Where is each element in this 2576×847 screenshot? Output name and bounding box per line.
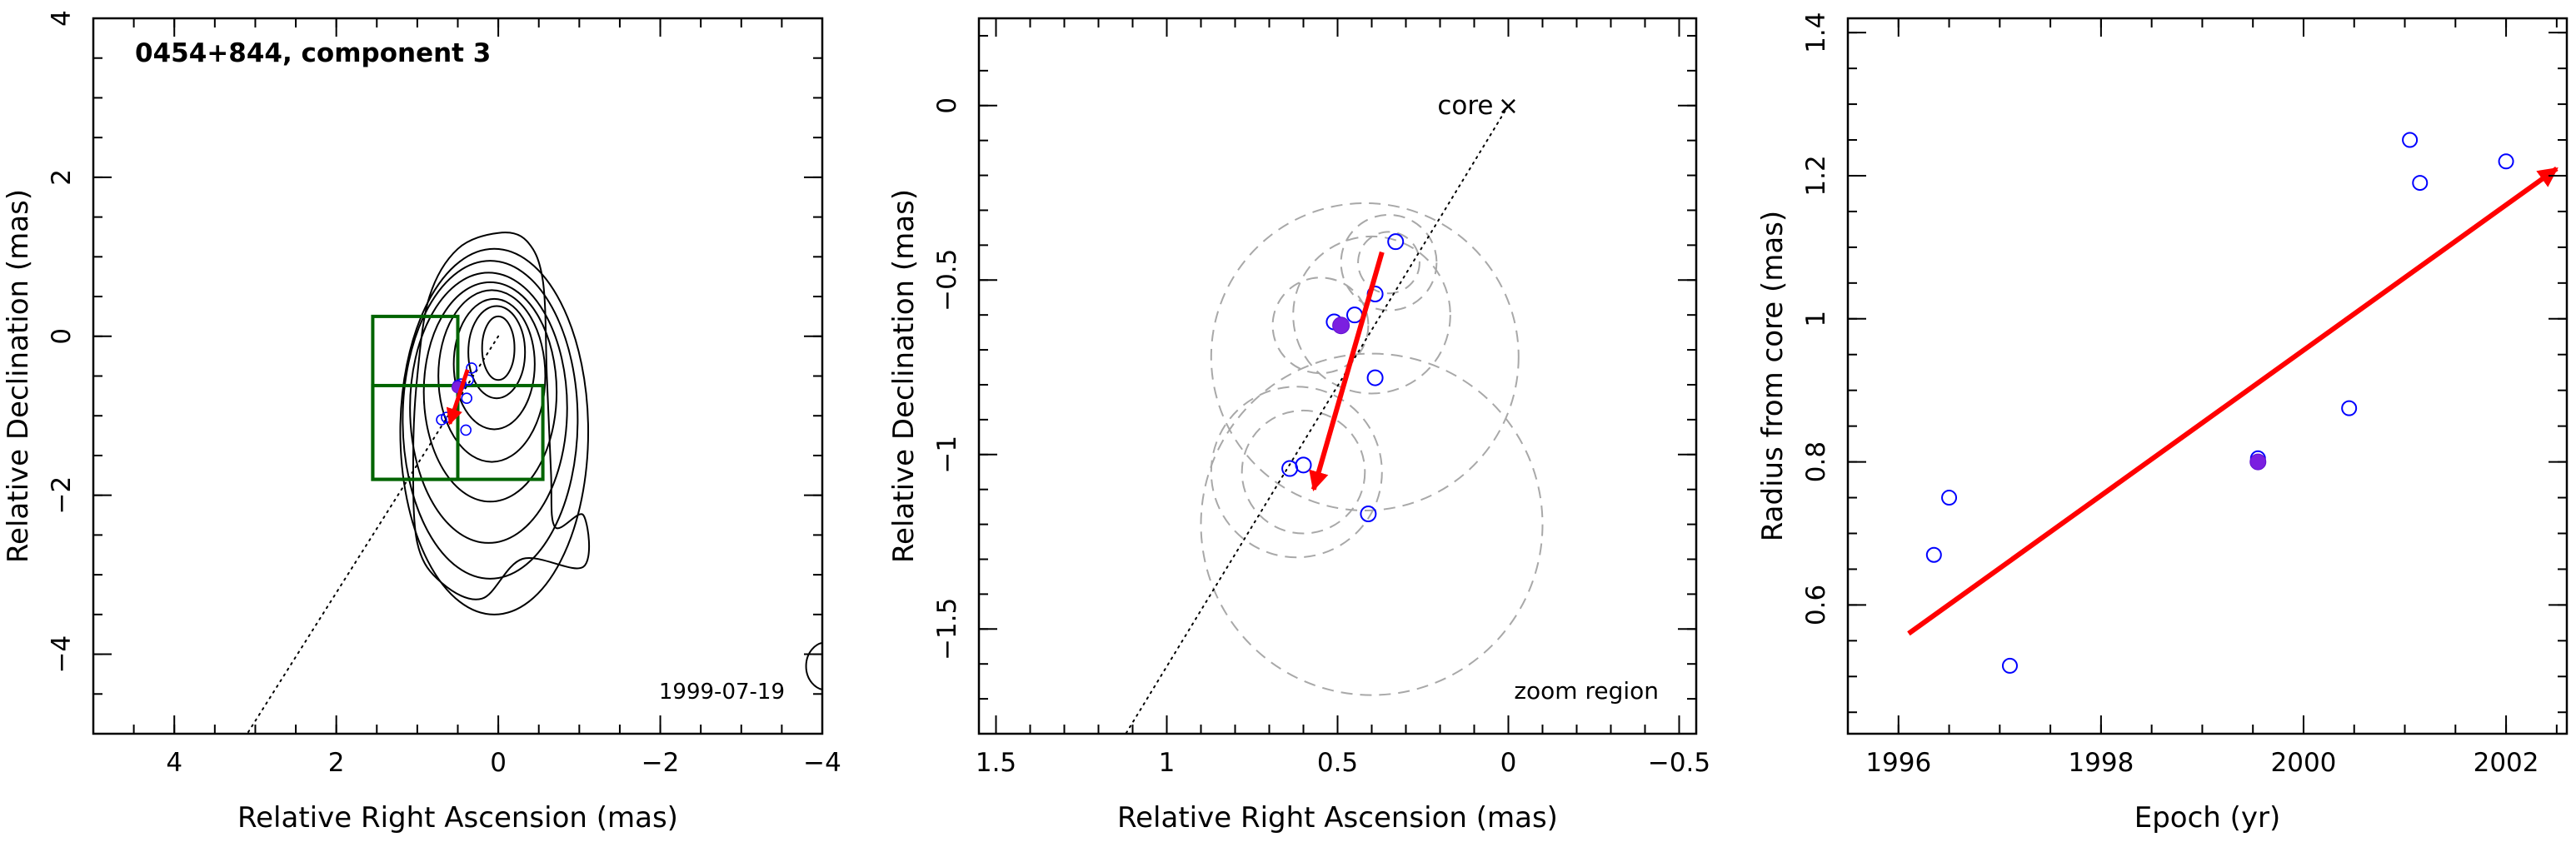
current-epoch-point [2249, 453, 2267, 471]
motion-arrow [1907, 166, 2559, 636]
position-error-circle [1241, 409, 1366, 535]
data-point [1387, 233, 1405, 251]
motion-arrow [446, 369, 470, 426]
contour-line [467, 305, 527, 400]
core-marker: × [1498, 92, 1519, 121]
contour-line [481, 315, 516, 381]
zoom-y-axis-label: Relative Declination (mas) [887, 189, 921, 563]
position-error-circle [1210, 386, 1383, 559]
zoom-ticks [979, 18, 1696, 735]
panel-zoom: 1.5 1 0.5 0 −0.5 0 −0.5 −1 −1.5 core × zoom regi… [887, 17, 1710, 835]
data-point [1281, 460, 1299, 477]
y-tick-label: 2 [47, 169, 77, 186]
jet-axis-line [246, 335, 500, 734]
radius-plot-frame [1846, 17, 2569, 735]
x-tick-label: 0 [1500, 748, 1517, 778]
x-tick-label: −2 [642, 748, 680, 778]
map-y-axis-label: Relative Declination (mas) [2, 189, 35, 563]
map-plot-content [246, 232, 822, 734]
x-tick-label: 1998 [2068, 748, 2134, 778]
x-tick-label: 2 [328, 748, 345, 778]
map-title: 0454+844, component 3 [135, 38, 491, 68]
y-tick-label: −2 [47, 476, 77, 515]
panel-radius: 1996 1998 2000 2002 0.6 0.8 1 1.2 1.4 Epoch (yr)… [1756, 12, 2569, 835]
data-point [2402, 132, 2419, 148]
zoom-tick-labels: 1.5 1 0.5 0 −0.5 0 −0.5 −1 −1.5 [932, 97, 1710, 778]
x-tick-label: −0.5 [1648, 748, 1710, 778]
x-tick-label: −4 [803, 748, 841, 778]
data-point [466, 362, 477, 374]
panel-map: 4 2 0 −2 −4 −4 −2 0 2 4 0454+844, component 3 199… [2, 10, 841, 835]
y-tick-label: 1.4 [1801, 12, 1831, 53]
position-error-circle [1210, 202, 1520, 511]
map-x-axis-label: Relative Right Ascension (mas) [237, 801, 678, 835]
x-tick-label: 1 [1159, 748, 1176, 778]
data-point [1366, 369, 1384, 386]
x-tick-label: 2000 [2271, 748, 2337, 778]
x-tick-label: 1996 [1865, 748, 1931, 778]
data-point [1360, 506, 1377, 523]
data-point [461, 392, 472, 405]
y-tick-label: 0.8 [1801, 441, 1831, 482]
map-tick-labels: 4 2 0 −2 −4 −4 −2 0 2 4 [47, 10, 841, 778]
contour-line [452, 297, 536, 431]
contour-line [402, 260, 579, 580]
y-tick-label: −1.5 [932, 598, 962, 660]
data-point [2412, 175, 2429, 192]
data-point [2341, 400, 2358, 416]
x-tick-label: 2002 [2474, 748, 2539, 778]
data-point [2498, 153, 2514, 170]
y-tick-label: 1 [1801, 311, 1831, 327]
data-point [2001, 657, 2018, 674]
jet-axis-line [1125, 104, 1510, 734]
zoom-x-axis-label: Relative Right Ascension (mas) [1117, 801, 1558, 835]
y-tick-label: −1 [932, 436, 962, 474]
zoom-plot-content [1125, 104, 1544, 734]
motion-arrow [1309, 251, 1385, 491]
position-error-circle [1292, 235, 1451, 395]
y-tick-label: 0.6 [1801, 585, 1831, 625]
radius-ticks [1847, 18, 2567, 734]
contour-line [409, 272, 568, 544]
data-point [1925, 546, 1942, 563]
x-tick-label: 4 [166, 748, 182, 778]
y-tick-label: 1.2 [1801, 155, 1831, 196]
radius-x-axis-label: Epoch (yr) [2134, 801, 2281, 835]
x-tick-label: 0.5 [1317, 748, 1358, 778]
y-tick-label: 0 [932, 97, 962, 114]
outer-contour-line [412, 232, 591, 600]
radius-plot-content [1907, 132, 2559, 674]
y-tick-label: −4 [47, 635, 77, 674]
x-tick-label: 1.5 [976, 748, 1016, 778]
current-epoch-point [1332, 316, 1350, 335]
contour-line [399, 247, 590, 615]
position-error-circle [1357, 231, 1420, 295]
y-tick-label: 4 [47, 10, 77, 27]
zoom-region-annotation: zoom region [1514, 677, 1659, 705]
contour-line [422, 281, 558, 503]
map-ticks [92, 17, 823, 735]
map-epoch-annotation: 1999-07-19 [659, 680, 785, 705]
y-tick-label: −0.5 [932, 249, 962, 311]
position-error-circle [1200, 352, 1544, 696]
radius-tick-labels: 1996 1998 2000 2002 0.6 0.8 1 1.2 1.4 [1801, 12, 2539, 778]
data-point [1941, 490, 1958, 506]
data-point [460, 424, 472, 436]
edge-contour-line [805, 641, 822, 690]
position-error-circle [1340, 213, 1438, 311]
y-tick-label: 0 [47, 328, 77, 345]
core-label: core [1437, 91, 1493, 121]
x-tick-label: 0 [490, 748, 507, 778]
radius-y-axis-label: Radius from core (mas) [1756, 211, 1790, 541]
contour-line [437, 289, 547, 463]
position-error-circle [1271, 277, 1370, 375]
data-point [1295, 456, 1312, 474]
zoom-plot-frame [977, 17, 1698, 735]
